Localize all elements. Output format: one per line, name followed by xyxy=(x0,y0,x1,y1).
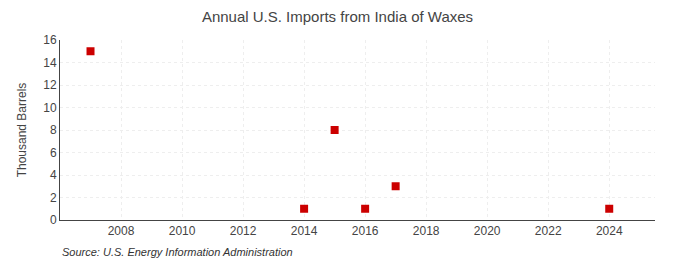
svg-text:10: 10 xyxy=(43,101,57,115)
svg-text:16: 16 xyxy=(43,33,57,47)
svg-text:2008: 2008 xyxy=(108,224,135,238)
svg-text:Source: U.S. Energy Informatio: Source: U.S. Energy Information Administ… xyxy=(62,246,293,258)
svg-text:2018: 2018 xyxy=(413,224,440,238)
svg-text:2020: 2020 xyxy=(474,224,501,238)
svg-text:2022: 2022 xyxy=(535,224,562,238)
svg-text:14: 14 xyxy=(43,56,57,70)
svg-text:0: 0 xyxy=(50,213,57,227)
svg-text:Annual U.S. Imports from India: Annual U.S. Imports from India of Waxes xyxy=(202,8,473,25)
svg-text:2010: 2010 xyxy=(169,224,196,238)
svg-text:2012: 2012 xyxy=(230,224,257,238)
svg-text:Thousand Barrels: Thousand Barrels xyxy=(15,83,29,178)
svg-text:2: 2 xyxy=(50,191,57,205)
svg-text:8: 8 xyxy=(50,123,57,137)
svg-text:2016: 2016 xyxy=(352,224,379,238)
svg-text:12: 12 xyxy=(43,78,57,92)
svg-text:2024: 2024 xyxy=(596,224,623,238)
svg-text:4: 4 xyxy=(50,168,57,182)
svg-text:6: 6 xyxy=(50,146,57,160)
svg-text:2014: 2014 xyxy=(291,224,318,238)
